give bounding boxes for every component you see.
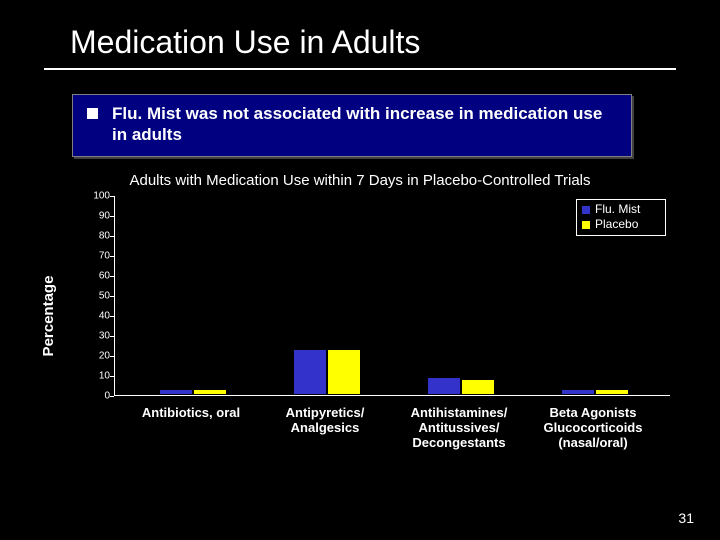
category-label: Antibiotics, oral: [119, 406, 263, 421]
bullet-icon: [87, 108, 98, 119]
category-label: Antihistamines/ Antitussives/ Decongesta…: [387, 406, 531, 451]
y-tick-mark: [110, 196, 114, 197]
bar-placebo: [461, 379, 495, 395]
y-tick-label: 90: [86, 211, 110, 222]
bar-flumist: [293, 349, 327, 395]
bar-flumist: [159, 389, 193, 395]
bar-placebo: [595, 389, 629, 395]
y-tick-label: 10: [86, 371, 110, 382]
slide-title: Medication Use in Adults: [70, 24, 420, 61]
category-label: Antipyretics/ Analgesics: [253, 406, 397, 436]
callout-box: Flu. Mist was not associated with increa…: [72, 94, 632, 157]
plot-region: Flu. MistPlacebo: [114, 196, 670, 396]
bar-placebo: [193, 389, 227, 395]
y-tick-label: 40: [86, 311, 110, 322]
page-number: 31: [678, 510, 694, 526]
y-tick-mark: [110, 216, 114, 217]
y-tick-mark: [110, 296, 114, 297]
y-tick-mark: [110, 336, 114, 337]
y-tick-label: 80: [86, 231, 110, 242]
y-tick-label: 20: [86, 351, 110, 362]
bar-flumist: [427, 377, 461, 395]
y-tick-mark: [110, 276, 114, 277]
bar-flumist: [561, 389, 595, 395]
y-tick-label: 0: [86, 391, 110, 402]
chart-area: Percentage Flu. MistPlacebo 010203040506…: [58, 196, 670, 436]
y-tick-mark: [110, 376, 114, 377]
y-tick-mark: [110, 396, 114, 397]
y-tick-label: 60: [86, 271, 110, 282]
y-tick-label: 30: [86, 331, 110, 342]
y-tick-label: 100: [86, 191, 110, 202]
y-tick-mark: [110, 316, 114, 317]
title-underline: [44, 68, 676, 70]
bar-placebo: [327, 349, 361, 395]
callout-text: Flu. Mist was not associated with increa…: [112, 103, 617, 146]
y-tick-mark: [110, 236, 114, 237]
category-label: Beta Agonists Glucocorticoids (nasal/ora…: [521, 406, 665, 451]
bar-group: [137, 196, 247, 395]
bar-group: [539, 196, 649, 395]
y-tick-mark: [110, 256, 114, 257]
y-axis-label: Percentage: [40, 276, 57, 357]
bar-group: [405, 196, 515, 395]
y-tick-mark: [110, 356, 114, 357]
y-tick-label: 70: [86, 251, 110, 262]
bar-group: [271, 196, 381, 395]
y-tick-label: 50: [86, 291, 110, 302]
chart-title: Adults with Medication Use within 7 Days…: [0, 172, 720, 189]
